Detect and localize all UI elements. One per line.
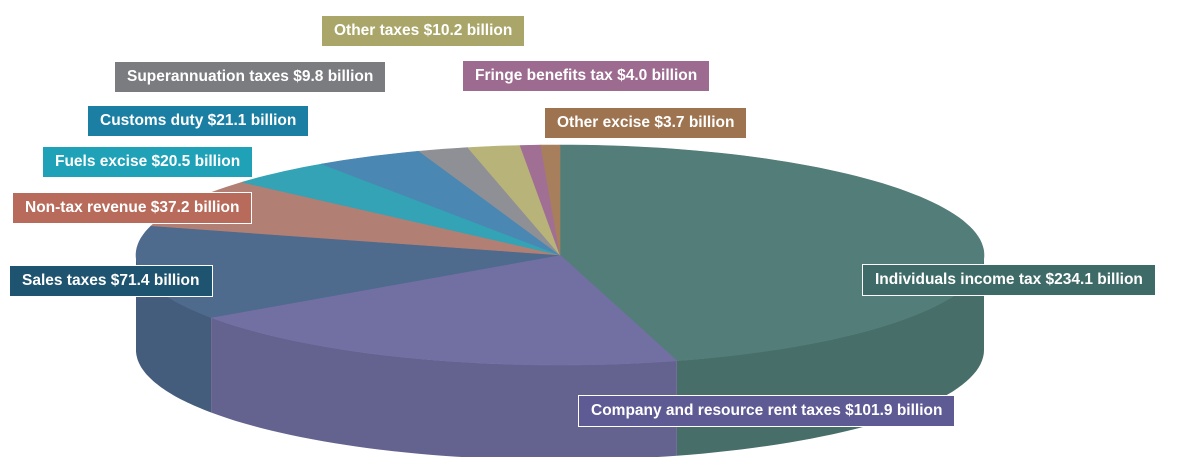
slice-other-excise: [540, 144, 561, 256]
slice-other-taxes: [467, 145, 561, 256]
side-company-and-resource-rent-taxes: [211, 317, 677, 457]
label-individuals-income-tax: Individuals income tax $234.1 billion: [862, 264, 1156, 296]
label-fuels-excise: Fuels excise $20.5 billion: [41, 146, 254, 178]
pie-top-faces: [135, 144, 985, 366]
label-non-tax-revenue: Non-tax revenue $37.2 billion: [11, 192, 253, 224]
slice-customs-duty: [320, 150, 561, 256]
label-company-resource-rent-taxes: Company and resource rent taxes $101.9 b…: [577, 395, 956, 427]
label-customs-duty: Customs duty $21.1 billion: [86, 105, 310, 137]
label-other-taxes: Other taxes $10.2 billion: [320, 15, 526, 47]
slice-company-and-resource-rent-taxes: [209, 254, 678, 366]
label-fringe-benefits-tax: Fringe benefits tax $4.0 billion: [461, 60, 711, 92]
slice-individuals-income-tax: [559, 144, 985, 362]
label-sales-taxes: Sales taxes $71.4 billion: [9, 265, 213, 297]
label-other-excise: Other excise $3.7 billion: [543, 107, 748, 139]
label-superannuation-taxes: Superannuation taxes $9.8 billion: [113, 61, 387, 93]
slice-fuels-excise: [242, 163, 561, 256]
